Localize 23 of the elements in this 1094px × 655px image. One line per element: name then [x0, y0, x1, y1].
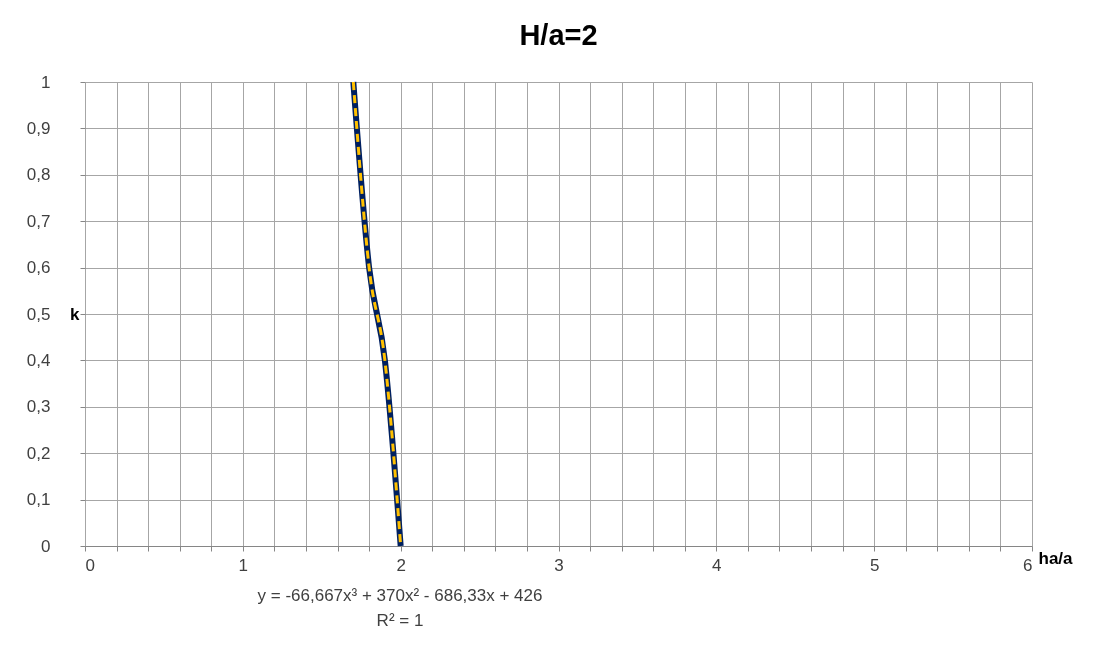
y-tick-label: 0,6	[26, 258, 51, 278]
x-tick-label: 2	[396, 555, 406, 575]
x-tick-label: 5	[869, 555, 880, 575]
y-axis-title: k	[70, 304, 81, 324]
y-tick-label: 0,5	[26, 304, 51, 324]
x-tick-label: 0	[85, 555, 95, 575]
x-tick-label: 1	[238, 555, 249, 575]
x-tick-label: 6	[1023, 555, 1033, 575]
y-tick-label: 1	[41, 72, 51, 92]
text: R² = 1	[376, 611, 424, 630]
y-tick-label: 0	[41, 536, 51, 556]
y-tick-label: 0,8	[26, 165, 51, 185]
y-tick-label: 0,2	[26, 443, 51, 463]
x-tick-label: 3	[554, 555, 564, 575]
y-tick-label: 0,3	[26, 397, 51, 417]
x-tick-label: 4	[712, 555, 722, 575]
y-tick-label: 0,7	[26, 211, 51, 231]
y-tick-label: 0,4	[26, 350, 51, 370]
text: y = -66,667x³ + 370x² - 686,33x + 426	[257, 586, 543, 605]
x-axis-title: ha/a	[1038, 548, 1074, 568]
y-tick-label: 0,1	[26, 490, 51, 510]
chart-title: H/a=2	[519, 19, 598, 51]
y-tick-label: 0,9	[26, 118, 51, 138]
